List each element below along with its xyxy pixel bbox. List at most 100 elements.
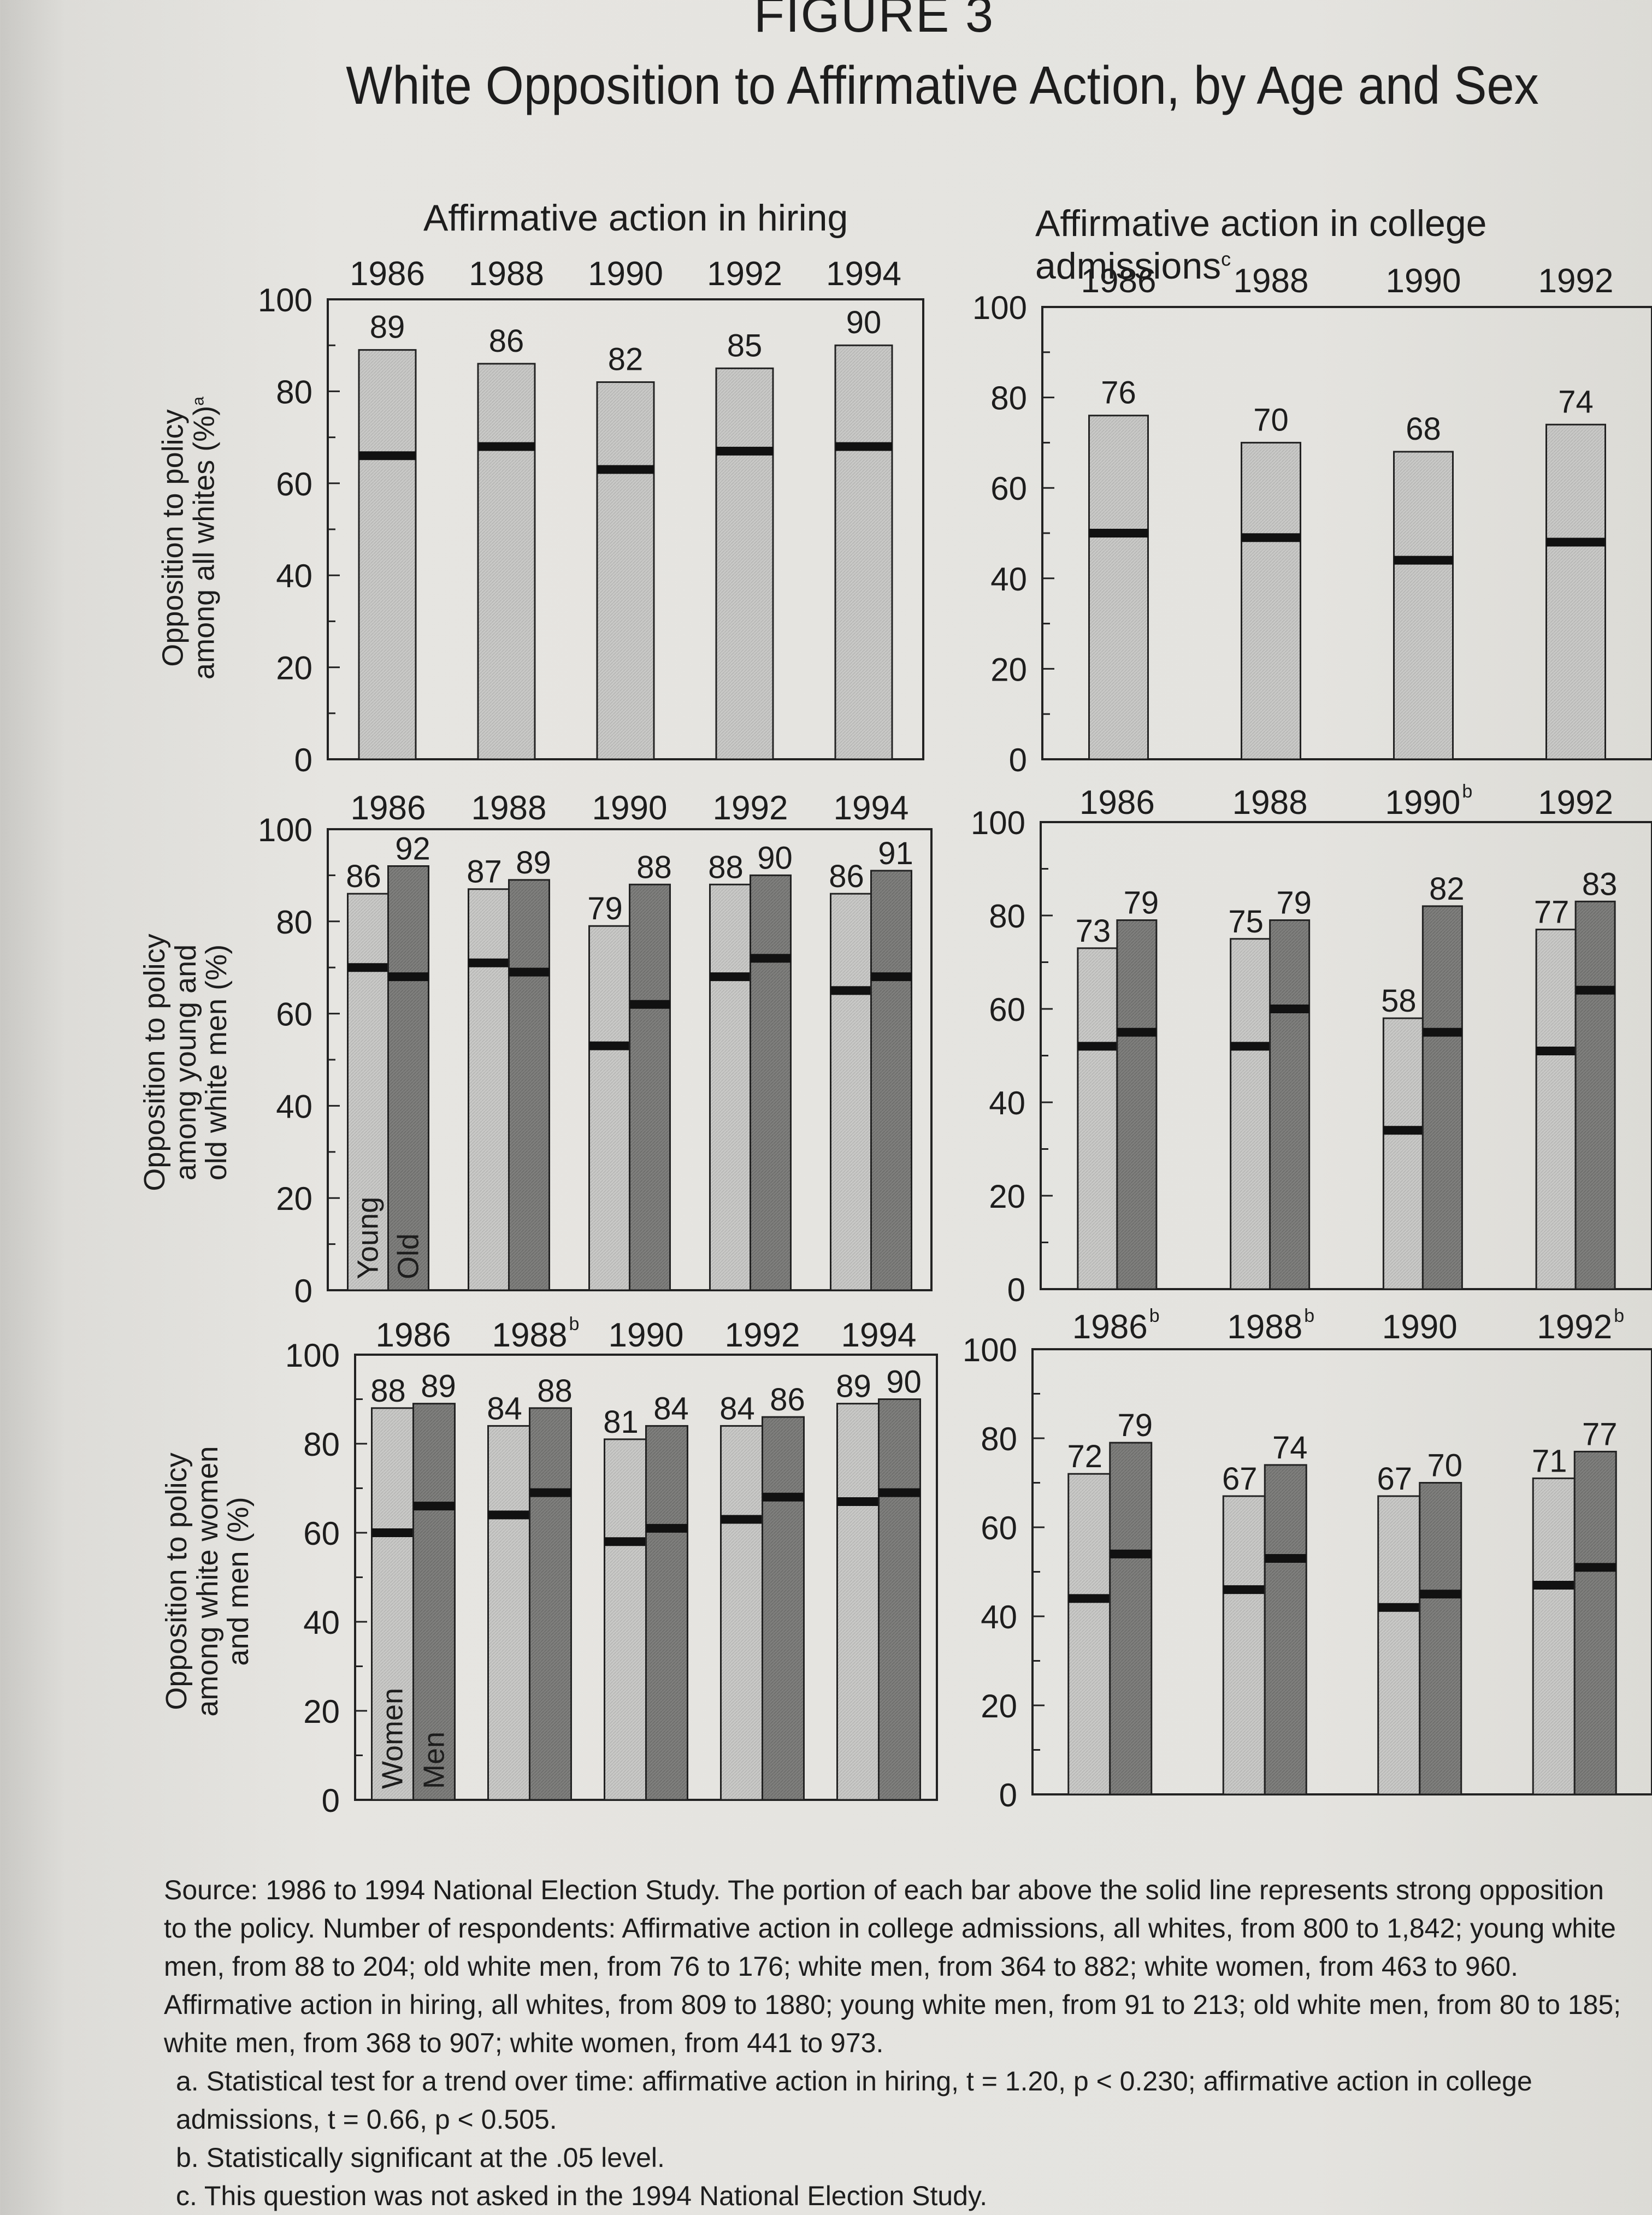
y-tick-label: 0: [1009, 742, 1027, 778]
data-label: 79: [1117, 1408, 1153, 1443]
data-label: 74: [1272, 1430, 1308, 1466]
data-label: 90: [846, 305, 882, 340]
year-label: 1988: [1227, 1308, 1302, 1346]
y-tick-label: 40: [303, 1604, 340, 1641]
y-tick-label: 100: [963, 1332, 1017, 1368]
y-tick-label: 100: [258, 282, 312, 318]
bar: [1573, 1450, 1617, 1795]
bar: [1241, 441, 1301, 760]
data-label: 81: [603, 1404, 639, 1440]
data-label: 88: [636, 849, 672, 885]
y-tick-label: 0: [322, 1782, 340, 1819]
bar: [508, 879, 550, 1291]
y-tick-label: 20: [990, 651, 1027, 688]
bar: [1077, 947, 1118, 1290]
data-label: 76: [1101, 375, 1136, 411]
panel-hiring-young-old: 0 20 40 60 80 100 1986 86 Young 92 Old 1988 87 89 1990…: [258, 789, 933, 1309]
y-tick-label: 80: [989, 898, 1025, 935]
bar: [1222, 1495, 1266, 1795]
bar: [1574, 900, 1616, 1290]
y-tick-label: 60: [276, 996, 312, 1033]
bar: [836, 1403, 880, 1801]
bar: [387, 865, 429, 1291]
bar: [629, 883, 671, 1291]
year-label: 1994: [826, 255, 901, 293]
y-tick-label: 20: [981, 1688, 1017, 1724]
y-tick-label: 40: [276, 558, 312, 594]
bar: [371, 1407, 414, 1801]
data-label: 71: [1532, 1443, 1567, 1479]
year-label: 1990: [592, 789, 668, 827]
column-title-college-note: c: [1221, 247, 1231, 270]
column-title-college-text: Affirmative action in college admissions: [1035, 203, 1487, 287]
bar: [834, 344, 893, 760]
data-label: 74: [1558, 384, 1594, 420]
y-tick-label: 80: [303, 1426, 340, 1463]
bar: [1419, 1482, 1462, 1795]
y-tick-label: 0: [294, 1273, 312, 1309]
data-label: 67: [1377, 1461, 1412, 1497]
bar: [1393, 451, 1454, 760]
year-label: 1990: [588, 255, 663, 293]
source-notes: Source: 1986 to 1994 National Election S…: [164, 1871, 1628, 2215]
bar: [1264, 1464, 1307, 1795]
y-tick-label: 40: [990, 561, 1027, 598]
data-label: 77: [1582, 1416, 1618, 1452]
chart-area: 0 20 40 60 80 100 1986 89 1988 86 1990 82 1992 85 1994…: [258, 255, 1652, 1819]
y-tick-label: 60: [990, 470, 1027, 507]
y-tick-label: 80: [990, 380, 1027, 417]
year-label: 1992: [1537, 1308, 1612, 1346]
data-label: 86: [489, 323, 524, 359]
y-tick-label: 100: [285, 1337, 340, 1374]
bar: [1377, 1495, 1421, 1795]
series-label: Young: [352, 1197, 385, 1279]
bar: [715, 367, 774, 760]
y-tick-label: 100: [971, 805, 1025, 841]
data-label: 91: [878, 836, 913, 871]
series-label: Old: [392, 1233, 425, 1279]
bar: [358, 349, 417, 760]
data-label: 88: [370, 1373, 406, 1409]
year-label: 1992: [1538, 262, 1614, 300]
panel-hiring-all-whites: 0 20 40 60 80 100 1986 89 1988 86 1990 82 1992 85 1994…: [258, 255, 924, 778]
y-tick-label: 0: [294, 742, 312, 778]
year-label: 1986: [1079, 784, 1155, 822]
data-label: 82: [1429, 871, 1465, 907]
year-label: 1990: [1385, 784, 1460, 822]
bar: [750, 874, 792, 1291]
data-label: 89: [421, 1369, 456, 1404]
series-label: Men: [418, 1732, 451, 1789]
data-label: 67: [1222, 1461, 1258, 1497]
bar: [477, 363, 536, 760]
year-label: 1992: [1538, 784, 1613, 822]
y-tick-label: 20: [276, 1180, 312, 1217]
bar: [1535, 929, 1577, 1290]
bar: [487, 1425, 530, 1801]
data-label: 72: [1067, 1439, 1102, 1474]
data-label: 87: [467, 854, 502, 890]
data-label: 70: [1253, 402, 1289, 438]
figure-number: FIGURE 3: [753, 0, 995, 43]
bar: [878, 1398, 921, 1801]
bar: [596, 381, 655, 760]
data-label: 70: [1427, 1448, 1462, 1484]
data-label: 92: [395, 831, 430, 867]
year-label: 1986: [376, 1316, 451, 1354]
bar: [588, 925, 630, 1291]
y-tick-label: 80: [981, 1421, 1017, 1457]
data-label: 83: [1582, 866, 1618, 902]
bar: [604, 1438, 647, 1801]
year-label: 1986: [351, 789, 426, 827]
bar: [1382, 1017, 1424, 1290]
year-label: 1988: [469, 255, 544, 293]
year-label: 1986: [1081, 262, 1157, 300]
year-note: b: [1462, 781, 1472, 802]
data-label: 79: [587, 891, 623, 926]
figure-title: White Opposition to Affirmative Action, …: [346, 55, 1539, 115]
year-label: 1988: [1234, 262, 1309, 300]
note-a: a. Statistical test for a trend over tim…: [176, 2066, 1532, 2135]
year-label: 1992: [713, 789, 788, 827]
bar: [830, 893, 872, 1291]
y-tick-label: 0: [1007, 1272, 1025, 1308]
year-label: 1992: [707, 255, 782, 293]
